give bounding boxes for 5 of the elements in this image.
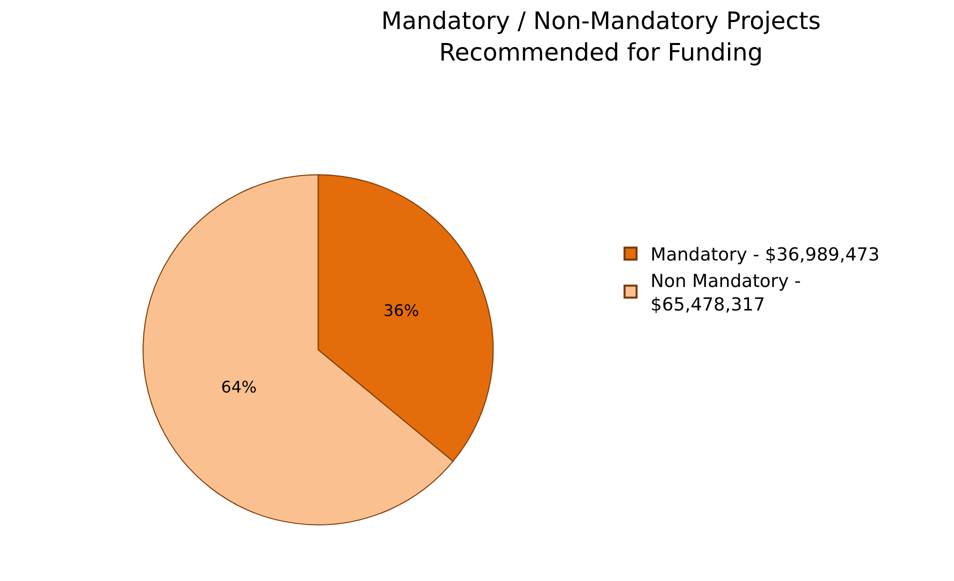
data-label: 64% xyxy=(221,378,257,397)
data-label: 36% xyxy=(384,301,420,320)
legend-label: Mandatory - $36,989,473 xyxy=(650,244,880,266)
chart-title: Mandatory / Non-Mandatory Projects Recommended for Funding xyxy=(381,7,821,66)
legend-label: Non Mandatory - $65,478,317 xyxy=(650,271,801,316)
